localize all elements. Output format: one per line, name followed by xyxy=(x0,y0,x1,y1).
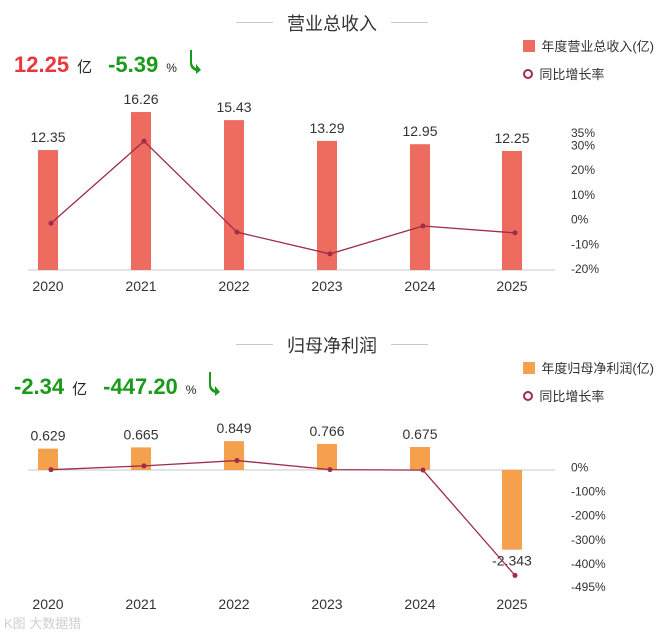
bar-value-label: 15.43 xyxy=(216,99,251,115)
bar-value-label: 0.629 xyxy=(30,428,65,444)
y-right-tick-label: 0% xyxy=(571,460,589,474)
revenue-chart: 35%30% 20% 10% 0% -10% -20% 12.35 16.26 15.43 13.… xyxy=(0,0,664,300)
bar xyxy=(131,112,151,270)
growth-rate-line xyxy=(51,461,515,576)
x-tick-label: 2023 xyxy=(311,278,342,294)
x-tick-label: 2022 xyxy=(218,596,249,612)
growth-rate-point xyxy=(513,573,518,578)
bar xyxy=(317,141,337,270)
y-right-tick-label: -10% xyxy=(571,237,599,251)
revenue-section: 营业总收入 12.25 亿 -5.39% 年度营业总收入(亿) 同比增长率 35% 3… xyxy=(0,0,664,300)
bar-value-label: 0.665 xyxy=(123,426,158,442)
watermark-logo: K图 大数据猎 xyxy=(4,613,81,632)
growth-rate-point xyxy=(513,230,518,235)
bar xyxy=(502,470,522,550)
y-right-tick-label: 30% xyxy=(571,138,595,152)
x-tick-label: 2021 xyxy=(125,278,156,294)
y-right-tick-label: -495% xyxy=(571,580,606,594)
bar xyxy=(502,151,522,270)
y-right-tick-label: 0% xyxy=(571,213,589,227)
bar-value-label: 12.25 xyxy=(494,130,529,146)
x-tick-label: 2024 xyxy=(404,596,435,612)
x-tick-label: 2021 xyxy=(125,596,156,612)
y-right-tick-label: -20% xyxy=(571,262,599,276)
revenue-title: 营业总收入 xyxy=(273,14,391,34)
y-right-tick-label: 20% xyxy=(571,163,595,177)
growth-rate-point xyxy=(421,468,426,473)
bar-value-label: 0.766 xyxy=(309,423,344,439)
bar xyxy=(38,150,58,270)
x-tick-label: 2024 xyxy=(404,278,435,294)
growth-rate-point xyxy=(49,467,54,472)
x-tick-label: 2020 xyxy=(32,596,63,612)
bar-value-label: 12.35 xyxy=(30,129,65,145)
growth-rate-point xyxy=(49,221,54,226)
x-tick-label: 2025 xyxy=(496,596,527,612)
x-tick-label: 2022 xyxy=(218,278,249,294)
growth-rate-point xyxy=(142,139,147,144)
bar xyxy=(38,449,58,470)
bar-value-label: 13.29 xyxy=(309,120,344,136)
bar-value-label: 0.675 xyxy=(402,426,437,442)
x-tick-label: 2020 xyxy=(32,278,63,294)
growth-rate-point xyxy=(235,230,240,235)
x-tick-label: 2023 xyxy=(311,596,342,612)
bar-value-label: 12.95 xyxy=(402,123,437,139)
net-profit-chart: 0% -100% -200% -300% -400% -495% 0.629 0.665 0.8… xyxy=(0,322,664,622)
growth-rate-line xyxy=(51,141,515,254)
y-right-tick-label: 10% xyxy=(571,188,595,202)
y-right-tick-label: -300% xyxy=(571,533,606,547)
bar xyxy=(410,447,430,470)
growth-rate-point xyxy=(328,251,333,256)
bar-value-label: -2.343 xyxy=(492,553,532,569)
bar-value-label: 0.849 xyxy=(216,420,251,436)
bar xyxy=(224,441,244,470)
bar xyxy=(410,144,430,270)
net-profit-section: 归母净利润 -2.34 亿 -447.20% 年度归母净利润(亿) 同比增长率 0%… xyxy=(0,322,664,622)
growth-rate-point xyxy=(142,463,147,468)
bar xyxy=(317,444,337,470)
growth-rate-point xyxy=(421,223,426,228)
x-tick-label: 2025 xyxy=(496,278,527,294)
bar-value-label: 16.26 xyxy=(123,91,158,107)
y-right-tick-label: -100% xyxy=(571,484,606,498)
growth-rate-point xyxy=(235,458,240,463)
y-right-tick-label: -200% xyxy=(571,509,606,523)
profit-title: 归母净利润 xyxy=(273,336,391,356)
growth-rate-point xyxy=(328,467,333,472)
y-right-tick-label: -400% xyxy=(571,557,606,571)
bar xyxy=(224,120,244,270)
